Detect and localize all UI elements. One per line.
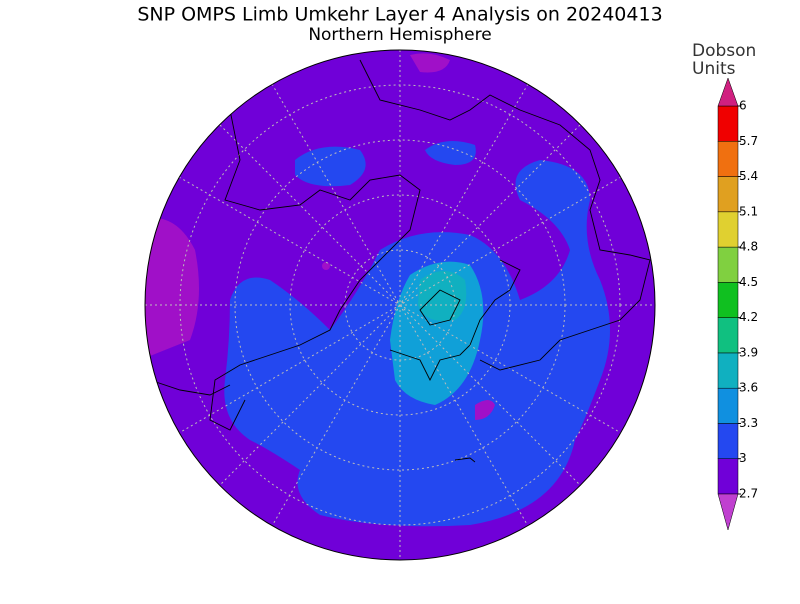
graticule: [145, 50, 655, 560]
colorbar-tick-label: 4.2: [739, 310, 758, 324]
subtitle: Northern Hemisphere: [308, 25, 491, 45]
colorbar-segment: [717, 176, 739, 213]
colorbar: 2.7 3 3.3 3.6 3.9 4.2 4.5 4.8 5.1 5.4 5.7 6: [717, 77, 758, 531]
colorbar-segment: [717, 282, 739, 318]
ozone-region: [295, 146, 366, 187]
map: [145, 50, 655, 560]
ozone-region: [322, 262, 330, 270]
ozone-region: [418, 271, 467, 321]
colorbar-tick-label: 3: [739, 451, 747, 465]
colorbar-tick-label: 4.8: [739, 240, 758, 254]
colorbar-under: [717, 493, 739, 531]
colorbar-segment: [717, 317, 739, 354]
ozone-region: [475, 400, 495, 420]
colorbar-segment: [717, 105, 739, 142]
colorbar-tick-label: 4.5: [739, 275, 758, 289]
colorbar-segment: [717, 141, 739, 177]
colorbar-tick-label: 5.1: [739, 204, 758, 218]
colorbar-segment: [717, 387, 739, 424]
colorbar-tick-label: 6: [739, 99, 747, 113]
colorbar-segment: [717, 458, 739, 495]
colorbar-tick-label: 2.7: [739, 487, 758, 501]
colorbar-segment: [717, 211, 739, 248]
colorbar-tick-label: 5.4: [739, 169, 758, 183]
colorbar-tick-label: 3.3: [739, 416, 758, 430]
ozone-region: [145, 218, 199, 360]
ozone-region: [425, 141, 476, 165]
colorbar-tick-label: 5.7: [739, 134, 758, 148]
colorbar-label: Dobson: [692, 41, 756, 61]
coastlines: [149, 59, 651, 463]
ozone-region: [410, 53, 450, 73]
title: SNP OMPS Limb Umkehr Layer 4 Analysis on…: [137, 4, 662, 26]
colorbar-label: Units: [692, 59, 736, 79]
colorbar-tick-label: 3.9: [739, 345, 758, 359]
colorbar-segment: [717, 352, 739, 389]
colorbar-over: [717, 77, 739, 107]
colorbar-segment: [717, 246, 739, 283]
map-border: [144, 49, 656, 561]
colorbar-segment: [717, 423, 739, 459]
colorbar-tick-label: 3.6: [739, 381, 758, 395]
